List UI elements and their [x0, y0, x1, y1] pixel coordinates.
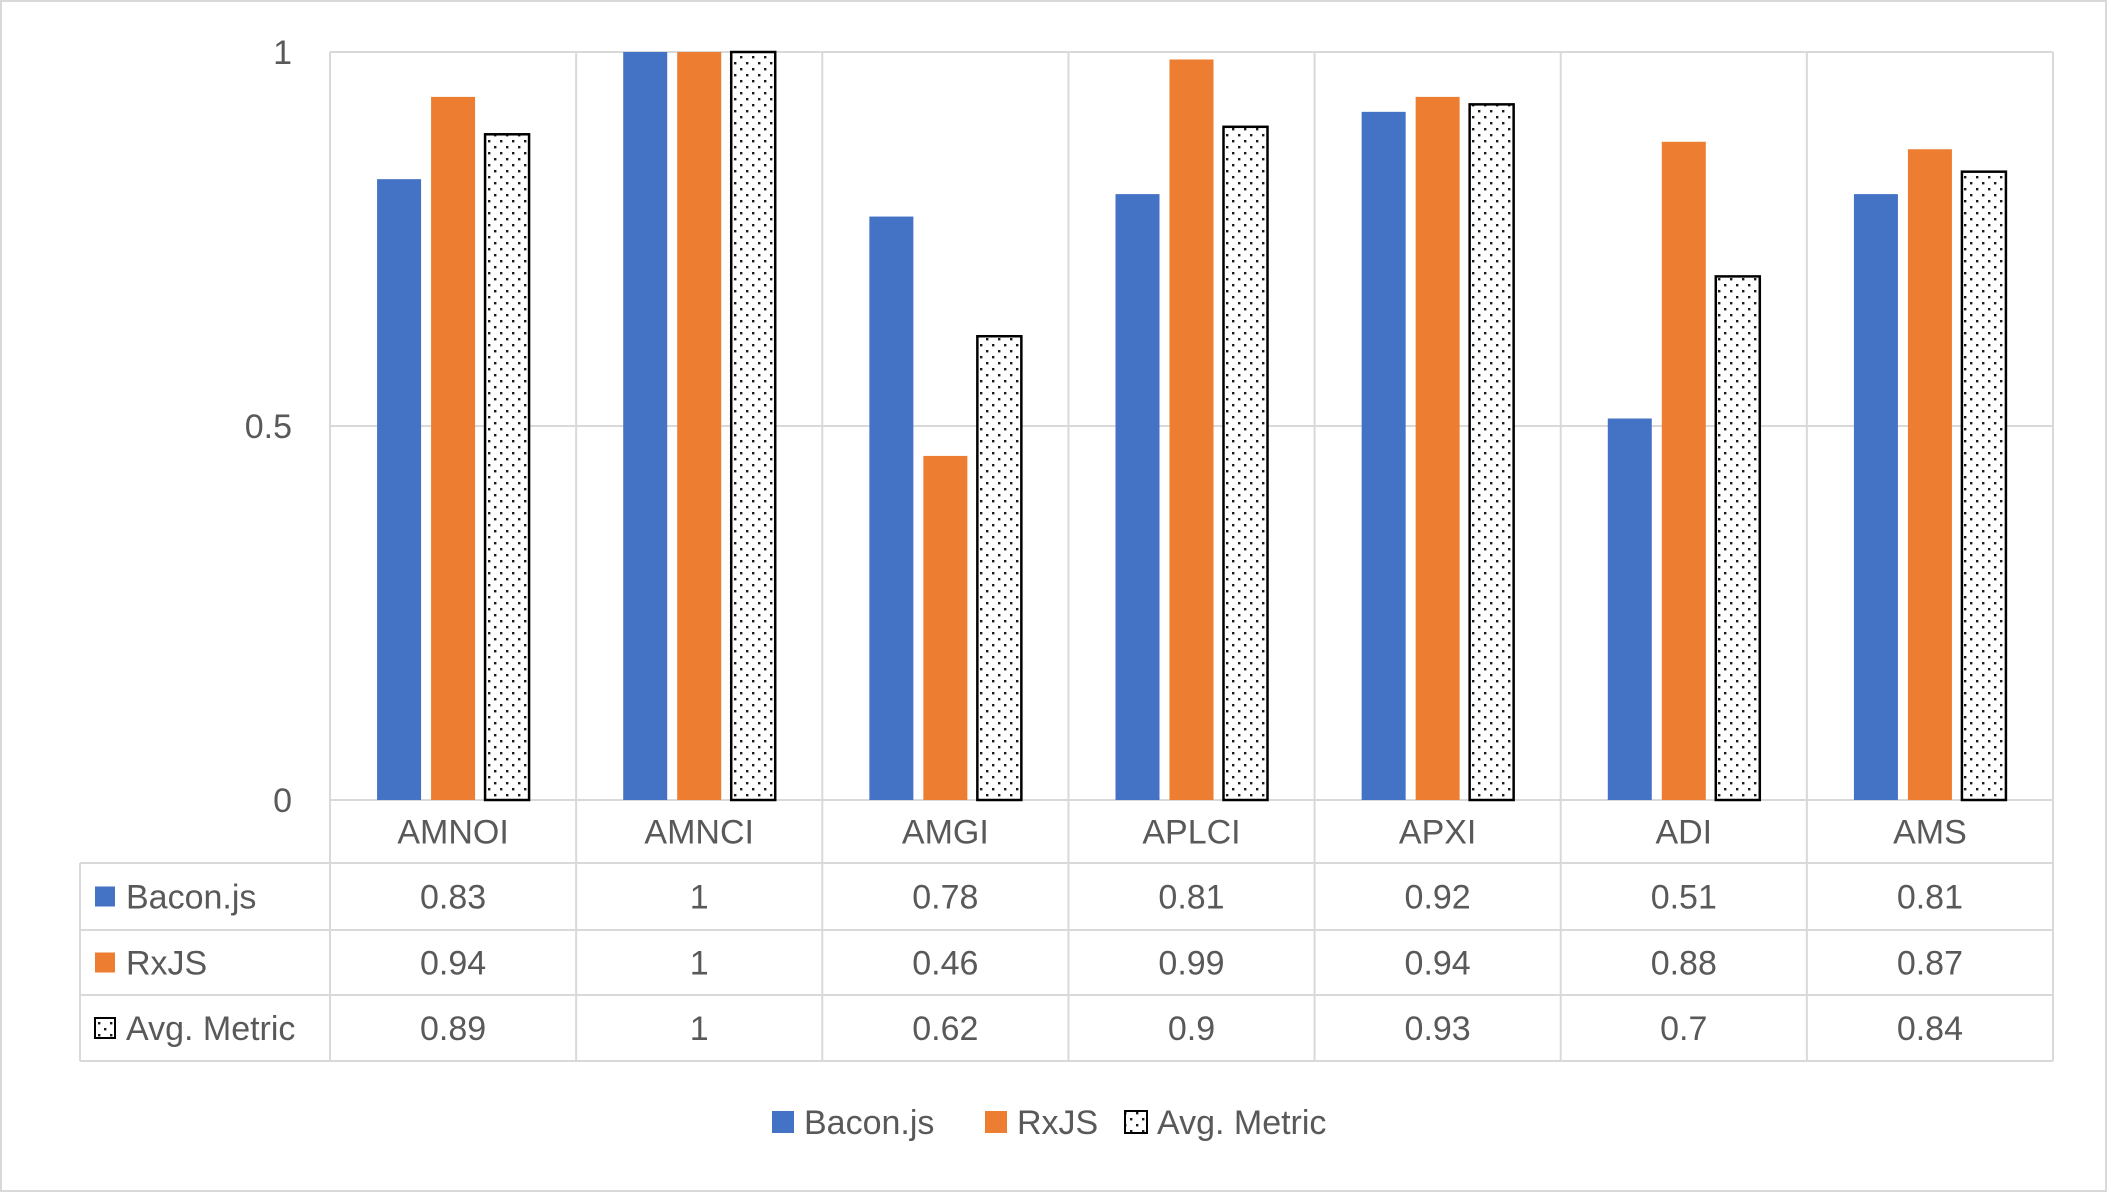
table-cell: 0.84 — [1897, 1010, 1963, 1048]
bar — [869, 216, 914, 800]
bar — [1853, 194, 1898, 800]
legend-label: Bacon.js — [804, 1104, 934, 1142]
bar — [377, 179, 422, 800]
category-label: ADI — [1655, 814, 1712, 852]
table-series-label: Bacon.js — [126, 879, 256, 917]
table-cell: 0.62 — [912, 1010, 978, 1048]
bar — [1714, 275, 1762, 802]
table-cell: 0.99 — [1158, 945, 1224, 983]
table-cell: 0.46 — [912, 945, 978, 983]
bar — [729, 50, 777, 802]
bar — [1169, 59, 1214, 801]
legend-swatch — [1124, 1110, 1148, 1134]
legend-swatch — [985, 1111, 1007, 1133]
table-legend-key — [95, 886, 115, 907]
y-tick-label: 1 — [273, 34, 292, 72]
table-cell: 0.94 — [1405, 945, 1471, 983]
table-cell: 0.81 — [1897, 879, 1963, 917]
category-label: APXI — [1399, 814, 1476, 852]
legend-label: RxJS — [1017, 1104, 1098, 1142]
bar — [1468, 103, 1515, 802]
table-cell: 0.93 — [1405, 1010, 1471, 1048]
category-label: APLCI — [1142, 814, 1240, 852]
table-cell: 0.94 — [420, 945, 486, 983]
bar — [1607, 418, 1652, 800]
bar — [1960, 170, 2008, 802]
y-tick-label: 0.5 — [245, 408, 292, 446]
bar — [976, 334, 1023, 802]
y-tick-label: 0 — [273, 782, 292, 820]
bar — [923, 455, 968, 800]
table-series-label: Avg. Metric — [126, 1010, 295, 1048]
bar — [1222, 125, 1269, 802]
table-cell: 1 — [690, 879, 709, 917]
category-label: AMNOI — [397, 814, 508, 852]
category-label: AMS — [1893, 814, 1967, 852]
legend-swatch — [772, 1111, 794, 1133]
table-cell: 0.92 — [1405, 879, 1471, 917]
table-legend-key — [94, 1017, 116, 1039]
bar — [1115, 194, 1160, 800]
table-legend-key — [95, 952, 115, 973]
bar — [623, 52, 668, 800]
bar — [431, 96, 476, 800]
bar — [1661, 141, 1706, 800]
table-series-label: RxJS — [126, 945, 207, 983]
table-cell: 0.9 — [1168, 1010, 1215, 1048]
table-cell: 0.88 — [1651, 945, 1717, 983]
category-label: AMNCI — [644, 814, 754, 852]
table-cell: 0.78 — [912, 879, 978, 917]
bar — [1907, 149, 1952, 801]
table-cell: 0.51 — [1651, 879, 1717, 917]
table-cell: 1 — [690, 945, 709, 983]
table-cell: 0.7 — [1660, 1010, 1707, 1048]
table-cell: 0.87 — [1897, 945, 1963, 983]
legend-label: Avg. Metric — [1157, 1104, 1326, 1142]
bar — [677, 52, 722, 800]
bar — [1415, 96, 1460, 800]
table-cell: 0.81 — [1158, 879, 1224, 917]
table-cell: 1 — [690, 1010, 709, 1048]
bar — [483, 133, 531, 802]
table-cell: 0.89 — [420, 1010, 486, 1048]
bar — [1361, 111, 1406, 801]
category-label: AMGI — [902, 814, 989, 852]
table-cell: 0.83 — [420, 879, 486, 917]
